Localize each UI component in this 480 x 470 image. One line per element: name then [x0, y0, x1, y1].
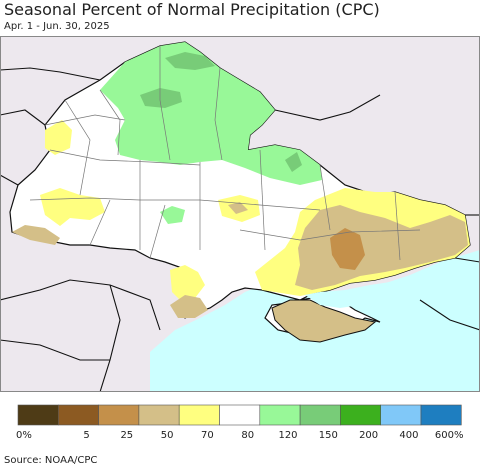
zone-50-70-southwest — [12, 225, 60, 245]
zone-50-70-east — [295, 205, 468, 290]
legend-box-5 — [219, 404, 261, 426]
country-borders — [0, 67, 480, 392]
legend-label-1: 5 — [83, 430, 89, 441]
date-range: Apr. 1 - Jun. 30, 2025 — [4, 21, 110, 32]
legend-box-8 — [340, 404, 381, 426]
legend-box-0 — [17, 404, 59, 426]
legend-label-5: 80 — [241, 430, 254, 441]
crimea — [271, 299, 377, 343]
legend-label-7: 150 — [319, 430, 338, 441]
legend-label-2: 25 — [120, 430, 133, 441]
legend-label-9: 400 — [399, 430, 418, 441]
legend-box-3 — [138, 404, 180, 426]
map-title: Seasonal Percent of Normal Precipitation… — [4, 0, 380, 19]
precipitation-map — [0, 36, 480, 392]
legend-tick-labels: 0% 5 25 50 70 80 120 150 200 400 600% — [16, 430, 464, 441]
legend-box-2 — [98, 404, 140, 426]
legend-label-8: 200 — [359, 430, 378, 441]
zone-70-80-odesa — [170, 265, 205, 302]
legend-label-0: 0% — [16, 430, 32, 441]
legend-label-3: 50 — [161, 430, 174, 441]
legend-label-6: 120 — [278, 430, 297, 441]
zone-120-150-north — [100, 42, 322, 185]
source-note: Source: NOAA/CPC — [4, 455, 98, 466]
zone-150-200-b — [140, 88, 182, 108]
legend-box-1 — [57, 404, 99, 426]
legend-box-6 — [259, 404, 301, 426]
color-legend: 0% 5 25 50 70 80 120 150 200 400 600% — [16, 404, 464, 441]
legend-box-9 — [380, 404, 422, 426]
legend-box-10 — [420, 404, 462, 426]
oblast-boundaries — [29, 46, 421, 261]
legend-color-boxes — [17, 404, 462, 426]
sea-of-azov — [305, 282, 398, 308]
zone-150-200-c — [285, 152, 302, 172]
zone-50-70-bessarabia — [170, 295, 208, 318]
zone-120-150-south — [160, 206, 185, 224]
zone-150-200-a — [165, 52, 215, 70]
legend-label-4: 70 — [201, 430, 214, 441]
zone-25-50-center — [330, 228, 365, 270]
zone-70-80-southwest — [40, 188, 105, 226]
legend-label-10: 600% — [435, 430, 464, 441]
legend-box-7 — [299, 404, 341, 426]
zone-70-80-west — [45, 120, 72, 155]
zone-50-70-central — [228, 202, 248, 214]
legend-box-4 — [178, 404, 220, 426]
